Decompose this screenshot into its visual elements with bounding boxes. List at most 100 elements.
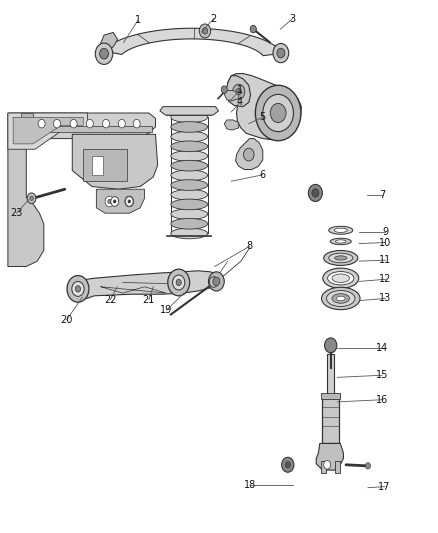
Polygon shape [160,107,219,115]
Circle shape [209,277,218,287]
Circle shape [127,199,131,204]
Circle shape [270,103,286,123]
Circle shape [255,85,301,141]
Polygon shape [8,113,44,266]
Ellipse shape [321,287,360,310]
Circle shape [277,49,285,58]
Circle shape [282,457,294,472]
Circle shape [111,197,119,206]
Circle shape [105,196,114,207]
Ellipse shape [328,271,354,285]
FancyBboxPatch shape [21,126,152,132]
Text: 21: 21 [143,295,155,304]
Circle shape [202,28,208,34]
Text: 4: 4 [237,98,243,107]
Polygon shape [72,134,158,189]
Circle shape [53,119,60,128]
Ellipse shape [335,256,347,260]
Circle shape [213,277,220,286]
Circle shape [30,196,33,200]
Polygon shape [102,28,283,56]
Polygon shape [226,76,251,107]
Circle shape [173,275,185,290]
Circle shape [108,199,111,204]
Circle shape [27,193,36,204]
Text: 13: 13 [379,294,392,303]
Polygon shape [236,139,263,169]
Circle shape [199,24,211,38]
FancyBboxPatch shape [322,397,339,443]
Ellipse shape [334,228,347,232]
Text: 3: 3 [290,14,296,23]
Circle shape [324,461,331,469]
Text: 1: 1 [135,15,141,25]
Circle shape [250,26,256,33]
Circle shape [168,269,190,296]
Text: 19: 19 [160,305,173,315]
Text: 10: 10 [379,238,392,247]
Ellipse shape [324,251,358,265]
Circle shape [308,184,322,201]
Polygon shape [316,443,343,470]
Circle shape [208,272,224,291]
Circle shape [118,119,125,128]
Circle shape [263,94,293,132]
Ellipse shape [171,122,208,132]
Text: 14: 14 [376,343,388,352]
Text: 1: 1 [237,85,243,94]
Circle shape [312,189,319,197]
Circle shape [236,88,241,95]
Text: 6: 6 [260,170,266,180]
Circle shape [102,119,110,128]
Polygon shape [8,113,88,149]
Text: 2: 2 [211,14,217,23]
Text: 7: 7 [379,190,385,199]
Circle shape [86,119,93,128]
Text: 16: 16 [376,395,388,405]
Ellipse shape [171,160,208,171]
Circle shape [133,119,140,128]
Ellipse shape [332,294,350,303]
Ellipse shape [336,296,345,301]
Text: 12: 12 [379,274,392,284]
Circle shape [95,43,113,64]
Text: 11: 11 [379,255,392,265]
Circle shape [285,462,290,468]
FancyBboxPatch shape [83,149,127,181]
Circle shape [233,84,245,99]
Polygon shape [227,74,301,140]
Ellipse shape [171,180,208,190]
Ellipse shape [171,199,208,209]
Circle shape [125,196,134,207]
Text: 5: 5 [260,112,266,122]
Ellipse shape [326,290,355,306]
Polygon shape [224,91,239,101]
Ellipse shape [332,274,350,282]
Circle shape [72,281,84,296]
Circle shape [221,86,227,93]
Ellipse shape [171,219,208,229]
Text: 15: 15 [376,370,388,380]
Circle shape [113,200,116,203]
Circle shape [125,197,133,206]
Polygon shape [9,113,155,139]
FancyBboxPatch shape [335,461,340,473]
Polygon shape [68,271,221,300]
Text: 17: 17 [378,482,391,491]
Polygon shape [21,113,33,134]
Circle shape [244,148,254,161]
Text: 9: 9 [382,227,389,237]
Circle shape [38,119,45,128]
FancyBboxPatch shape [321,461,326,473]
Text: 23: 23 [11,208,23,218]
Circle shape [176,279,181,286]
Ellipse shape [171,151,208,161]
Text: 22: 22 [104,295,117,304]
Circle shape [325,338,337,353]
Circle shape [273,44,289,63]
Polygon shape [96,189,145,213]
Ellipse shape [330,238,351,245]
Ellipse shape [328,253,353,263]
Ellipse shape [171,189,208,200]
Ellipse shape [171,228,208,239]
